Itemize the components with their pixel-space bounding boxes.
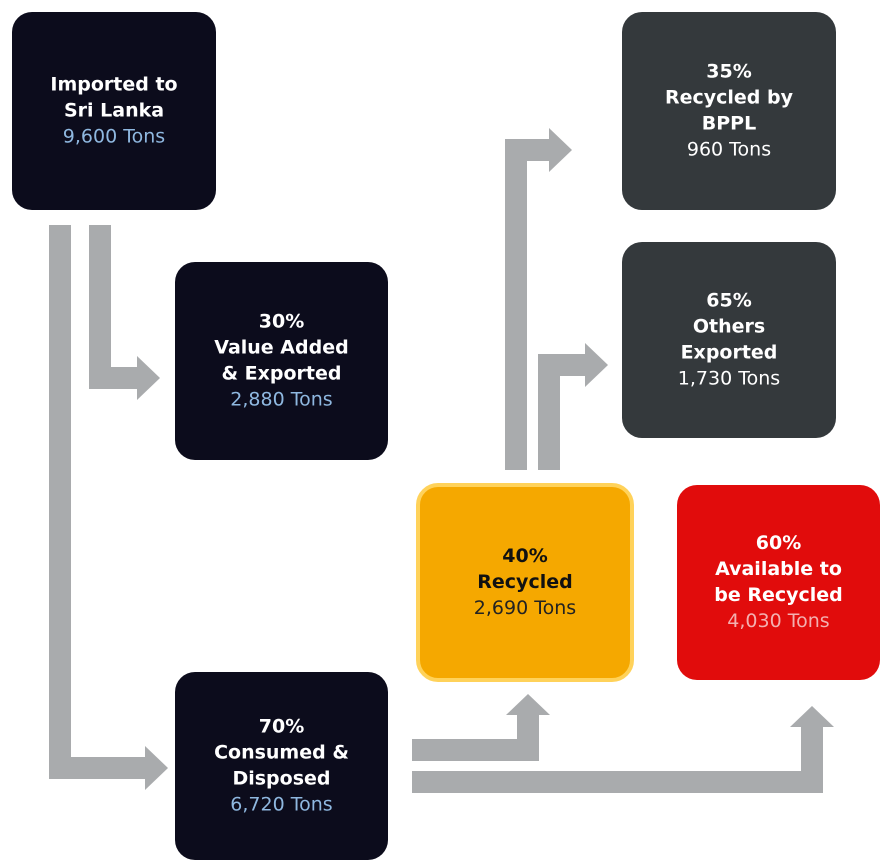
arrow bbox=[505, 139, 552, 470]
node-box bbox=[175, 672, 388, 860]
node: Imported to Sri Lanka 9,600 Tons bbox=[12, 12, 216, 210]
node-label: Others bbox=[693, 316, 765, 338]
node-label: Consumed & bbox=[214, 742, 349, 764]
arrow-head bbox=[506, 694, 550, 715]
node-label: Value Added bbox=[214, 337, 348, 359]
node-label: Imported to bbox=[50, 74, 177, 96]
node-box bbox=[175, 262, 388, 460]
arrow bbox=[412, 724, 823, 793]
node-label: Disposed bbox=[232, 768, 330, 790]
node-amount: 2,690 Tons bbox=[474, 597, 576, 619]
node-label: Available to bbox=[715, 558, 842, 580]
node-box bbox=[416, 483, 634, 682]
arrow-head bbox=[145, 746, 168, 790]
node: 40% Recycled 2,690 Tons bbox=[416, 483, 634, 682]
node-box bbox=[677, 485, 880, 680]
node: 60% Available to be Recycled 4,030 Tons bbox=[677, 485, 880, 680]
arrow bbox=[412, 712, 539, 761]
node-box bbox=[12, 12, 216, 210]
node-label: Recycled bbox=[477, 571, 572, 593]
node-amount: 6,720 Tons bbox=[230, 794, 332, 816]
arrow bbox=[89, 225, 140, 389]
arrow-head bbox=[549, 128, 572, 172]
arrows bbox=[49, 128, 834, 793]
arrow bbox=[538, 354, 588, 470]
node-box bbox=[622, 242, 836, 438]
node-box bbox=[622, 12, 836, 210]
node-percent: 40% bbox=[502, 545, 547, 567]
arrow-head bbox=[790, 706, 834, 727]
nodes: Imported to Sri Lanka 9,600 Tons 30% Value A… bbox=[12, 12, 880, 860]
node: 35% Recycled by BPPL 960 Tons bbox=[622, 12, 836, 210]
node-amount: 960 Tons bbox=[687, 139, 771, 161]
node: 70% Consumed & Disposed 6,720 Tons bbox=[175, 672, 388, 860]
arrow-head bbox=[585, 343, 608, 387]
node-label: & Exported bbox=[221, 363, 341, 385]
node-percent: 30% bbox=[259, 311, 304, 333]
arrow-head bbox=[137, 356, 160, 400]
node-amount: 9,600 Tons bbox=[63, 126, 165, 148]
node-percent: 60% bbox=[756, 532, 801, 554]
node-percent: 70% bbox=[259, 716, 304, 738]
arrow bbox=[49, 225, 148, 779]
node-label: Recycled by bbox=[665, 87, 794, 109]
node-percent: 35% bbox=[706, 61, 751, 83]
node-label: Sri Lanka bbox=[64, 100, 164, 122]
node: 65% Others Exported 1,730 Tons bbox=[622, 242, 836, 438]
node: 30% Value Added & Exported 2,880 Tons bbox=[175, 262, 388, 460]
node-amount: 1,730 Tons bbox=[678, 368, 780, 390]
node-label: BPPL bbox=[702, 113, 756, 135]
node-amount: 2,880 Tons bbox=[230, 389, 332, 411]
node-percent: 65% bbox=[706, 290, 751, 312]
node-label: Exported bbox=[681, 342, 778, 364]
node-label: be Recycled bbox=[714, 584, 843, 606]
node-amount: 4,030 Tons bbox=[727, 610, 829, 632]
